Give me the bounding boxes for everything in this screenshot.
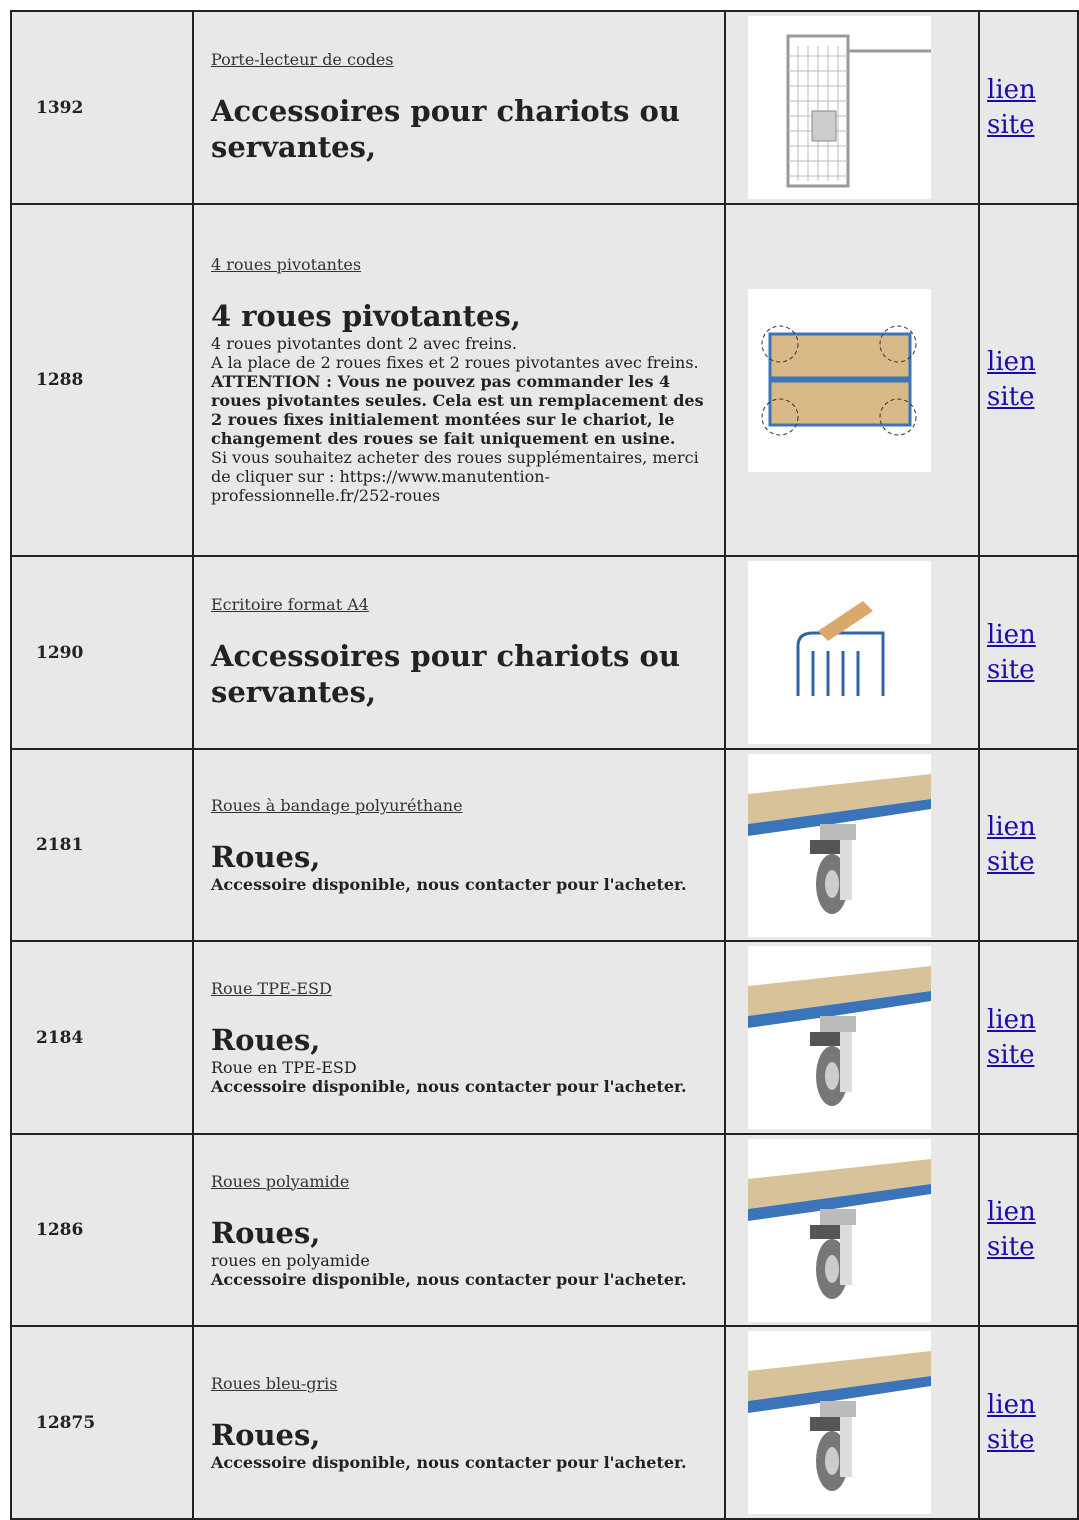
product-image — [748, 561, 931, 744]
product-id: 1286 — [36, 1220, 84, 1240]
table-row: 1290 Ecritoire format A4 Accessoires pour … — [10, 555, 1079, 750]
product-title[interactable]: Roue TPE-ESD — [211, 979, 332, 998]
image-cell — [724, 1133, 980, 1327]
category-heading: Roues, — [211, 1215, 321, 1250]
table-row: 2184 Roue TPE-ESD Roues, Roue en TPE-ESD Acc… — [10, 940, 1079, 1135]
description-line: roues en polyamide — [211, 1250, 370, 1270]
site-link[interactable]: lien site — [987, 1389, 1036, 1455]
image-cell — [724, 203, 980, 557]
text-cell: 4 roues pivotantes 4 roues pivotantes, 4 r… — [192, 203, 726, 557]
text-cell: Roues bleu-gris Roues, Accessoire disponib… — [192, 1325, 726, 1520]
site-link[interactable]: lien site — [987, 619, 1036, 685]
id-cell: 2184 — [10, 940, 194, 1135]
description-line: Roue en TPE-ESD — [211, 1058, 357, 1077]
table-row: 1392 Porte-lecteur de codes Accessoires po… — [10, 10, 1079, 205]
text-cell: Roues à bandage polyuréthane Roues, Access… — [192, 748, 726, 942]
link-cell: lien site — [978, 1325, 1079, 1520]
category-heading: Accessoires pour chariots ou servantes, — [211, 94, 680, 164]
product-id: 1290 — [36, 642, 84, 663]
image-cell — [724, 10, 980, 205]
id-cell: 12875 — [10, 1325, 194, 1520]
product-image — [748, 16, 931, 199]
site-link[interactable]: lien site — [987, 74, 1036, 140]
table-row: 1286 Roues polyamide Roues, roues en polyam… — [10, 1133, 1079, 1327]
product-id: 1392 — [36, 97, 84, 118]
category-heading: Roues, — [211, 1023, 321, 1057]
text-cell: Roue TPE-ESD Roues, Roue en TPE-ESD Accesso… — [192, 940, 726, 1135]
product-image — [748, 288, 931, 472]
site-link[interactable]: lien site — [987, 1197, 1036, 1262]
description-line: Accessoire disponible, nous contacter po… — [211, 1077, 687, 1096]
image-cell — [724, 748, 980, 942]
link-cell: lien site — [978, 10, 1079, 205]
text-cell: Roues polyamide Roues, roues en polyamide A… — [192, 1133, 726, 1327]
product-table: 1392 Porte-lecteur de codes Accessoires po… — [10, 10, 1079, 1520]
link-cell: lien site — [978, 203, 1079, 557]
product-id: 2184 — [36, 1027, 84, 1048]
description-line: Accessoire disponible, nous contacter po… — [211, 1452, 687, 1472]
category-heading: Roues, — [211, 1417, 321, 1452]
id-cell: 1392 — [10, 10, 194, 205]
table-row: 12875 Roues bleu-gris Roues, Accessoire dis… — [10, 1325, 1079, 1520]
category-heading: Accessoires pour chariots ou servantes, — [211, 639, 680, 709]
description-line: A la place de 2 roues fixes et 2 roues p… — [211, 353, 699, 372]
image-cell — [724, 555, 980, 750]
id-cell: 2181 — [10, 748, 194, 942]
product-image — [748, 946, 931, 1129]
product-title[interactable]: Porte-lecteur de codes — [211, 50, 394, 69]
table-row: 2181 Roues à bandage polyuréthane Roues, Ac… — [10, 748, 1079, 942]
category-heading: 4 roues pivotantes, — [211, 299, 521, 333]
description-line: ATTENTION : Vous ne pouvez pas commander… — [211, 372, 704, 448]
text-cell: Ecritoire format A4 Accessoires pour char… — [192, 555, 726, 750]
product-title[interactable]: Roues bleu-gris — [211, 1373, 338, 1393]
product-id: 12875 — [36, 1412, 96, 1433]
site-link[interactable]: lien site — [987, 1004, 1036, 1070]
description-line: Accessoire disponible, nous contacter po… — [211, 1269, 687, 1289]
product-title[interactable]: Ecritoire format A4 — [211, 595, 369, 614]
id-cell: 1290 — [10, 555, 194, 750]
link-cell: lien site — [978, 940, 1079, 1135]
product-title[interactable]: 4 roues pivotantes — [211, 255, 362, 274]
image-cell — [724, 1325, 980, 1520]
product-image — [748, 1331, 931, 1514]
link-cell: lien site — [978, 555, 1079, 750]
table-row: 1288 4 roues pivotantes 4 roues pivotantes… — [10, 203, 1079, 557]
description-line: Si vous souhaitez acheter des roues supp… — [211, 448, 699, 505]
product-title[interactable]: Roues à bandage polyuréthane — [211, 796, 463, 815]
link-cell: lien site — [978, 1133, 1079, 1327]
site-link[interactable]: lien site — [987, 812, 1036, 877]
description-line: Accessoire disponible, nous contacter po… — [211, 875, 687, 894]
product-image — [748, 1138, 931, 1322]
description-line: 4 roues pivotantes dont 2 avec freins. — [211, 334, 517, 353]
site-link[interactable]: lien site — [987, 347, 1036, 412]
category-heading: Roues, — [211, 840, 321, 874]
link-cell: lien site — [978, 748, 1079, 942]
product-image — [748, 753, 931, 937]
product-id: 1288 — [36, 370, 84, 390]
image-cell — [724, 940, 980, 1135]
id-cell: 1288 — [10, 203, 194, 557]
product-title[interactable]: Roues polyamide — [211, 1171, 350, 1191]
text-cell: Porte-lecteur de codes Accessoires pour c… — [192, 10, 726, 205]
id-cell: 1286 — [10, 1133, 194, 1327]
product-id: 2181 — [36, 835, 84, 855]
